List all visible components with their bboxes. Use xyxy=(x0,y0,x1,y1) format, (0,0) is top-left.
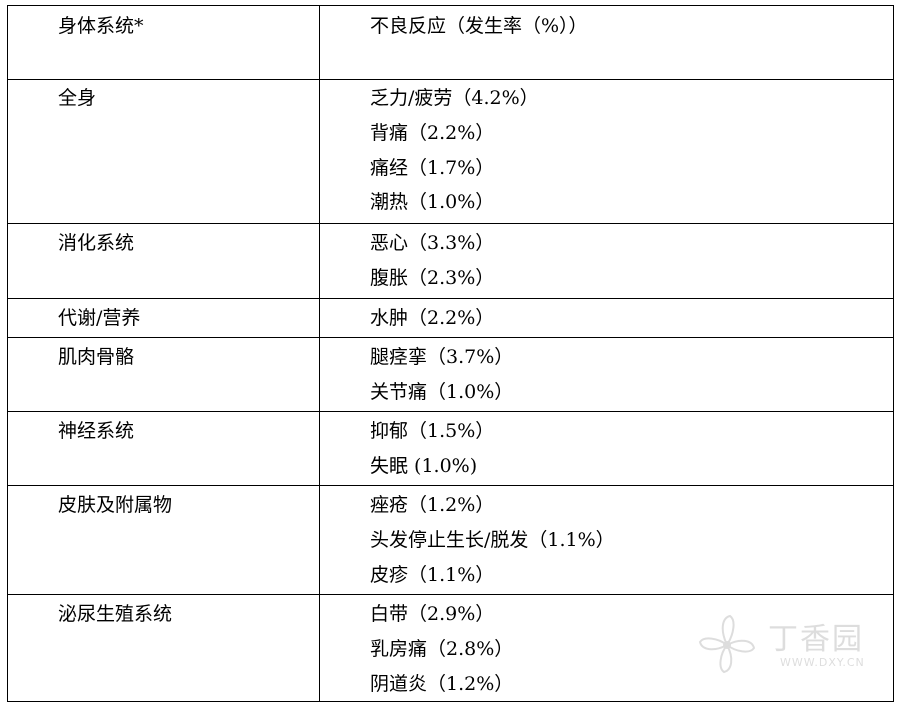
watermark-text: 丁香园 xyxy=(768,622,864,657)
watermark: 丁香园 WWW.DXY.CN xyxy=(692,610,882,680)
system-name: 皮肤及附属物 xyxy=(58,494,173,516)
reaction-item: 水肿（2.2%） xyxy=(370,307,495,329)
system-name: 全身 xyxy=(58,87,97,109)
adverse-reactions-table: 身体系统* 不良反应（发生率（%）） 全身 乏力/疲劳（4.2%） 背痛（2.2… xyxy=(7,5,894,702)
table-row: 皮肤及附属物 痤疮（1.2%） 头发停止生长/脱发（1.1%） 皮疹（1.1%） xyxy=(7,485,894,595)
system-name: 肌肉骨骼 xyxy=(58,346,135,368)
table-header-row: 身体系统* 不良反应（发生率（%）） xyxy=(7,5,894,80)
system-name: 代谢/营养 xyxy=(58,307,141,329)
reaction-item: 痤疮（1.2%） xyxy=(370,494,495,516)
header-system-cell: 身体系统* xyxy=(7,5,320,80)
reaction-item: 潮热（1.0%） xyxy=(370,191,495,214)
system-name: 泌尿生殖系统 xyxy=(58,603,173,625)
reaction-item: 腹胀（2.3%） xyxy=(370,266,495,289)
reaction-item: 腿痉挛（3.7%） xyxy=(370,346,514,368)
header-reactions-cell: 不良反应（发生率（%）） xyxy=(319,5,894,80)
reaction-item: 失眠 (1.0%) xyxy=(370,454,478,477)
reaction-item: 乏力/疲劳（4.2%） xyxy=(370,87,539,109)
system-name: 消化系统 xyxy=(58,232,135,254)
reaction-item: 背痛（2.2%） xyxy=(370,121,495,144)
reaction-item: 白带（2.9%） xyxy=(370,603,495,625)
flower-logo-icon xyxy=(698,614,756,674)
table-row: 全身 乏力/疲劳（4.2%） 背痛（2.2%） 痛经（1.7%） 潮热（1.0%… xyxy=(7,79,894,224)
reaction-item: 关节痛（1.0%） xyxy=(370,380,514,403)
reaction-item: 阴道炎（1.2%） xyxy=(370,672,514,695)
table-row: 肌肉骨骼 腿痉挛（3.7%） 关节痛（1.0%） xyxy=(7,337,894,412)
reaction-item: 恶心（3.3%） xyxy=(370,232,495,254)
table-row: 神经系统 抑郁（1.5%） 失眠 (1.0%) xyxy=(7,411,894,486)
reaction-item: 乳房痛（2.8%） xyxy=(370,637,514,660)
reaction-item: 皮疹（1.1%） xyxy=(370,563,495,586)
reaction-item: 痛经（1.7%） xyxy=(370,156,495,179)
header-system-label: 身体系统* xyxy=(58,15,144,37)
reaction-item: 头发停止生长/脱发（1.1%） xyxy=(370,528,615,551)
table-row: 代谢/营养 水肿（2.2%） xyxy=(7,298,894,338)
table-row: 消化系统 恶心（3.3%） 腹胀（2.3%） xyxy=(7,223,894,299)
watermark-url: WWW.DXY.CN xyxy=(780,656,865,669)
table-row: 泌尿生殖系统 白带（2.9%） 乳房痛（2.8%） 阴道炎（1.2%） xyxy=(7,593,894,702)
system-name: 神经系统 xyxy=(58,420,135,442)
reaction-item: 抑郁（1.5%） xyxy=(370,420,495,442)
header-reactions-label: 不良反应（发生率（%）） xyxy=(370,15,588,37)
